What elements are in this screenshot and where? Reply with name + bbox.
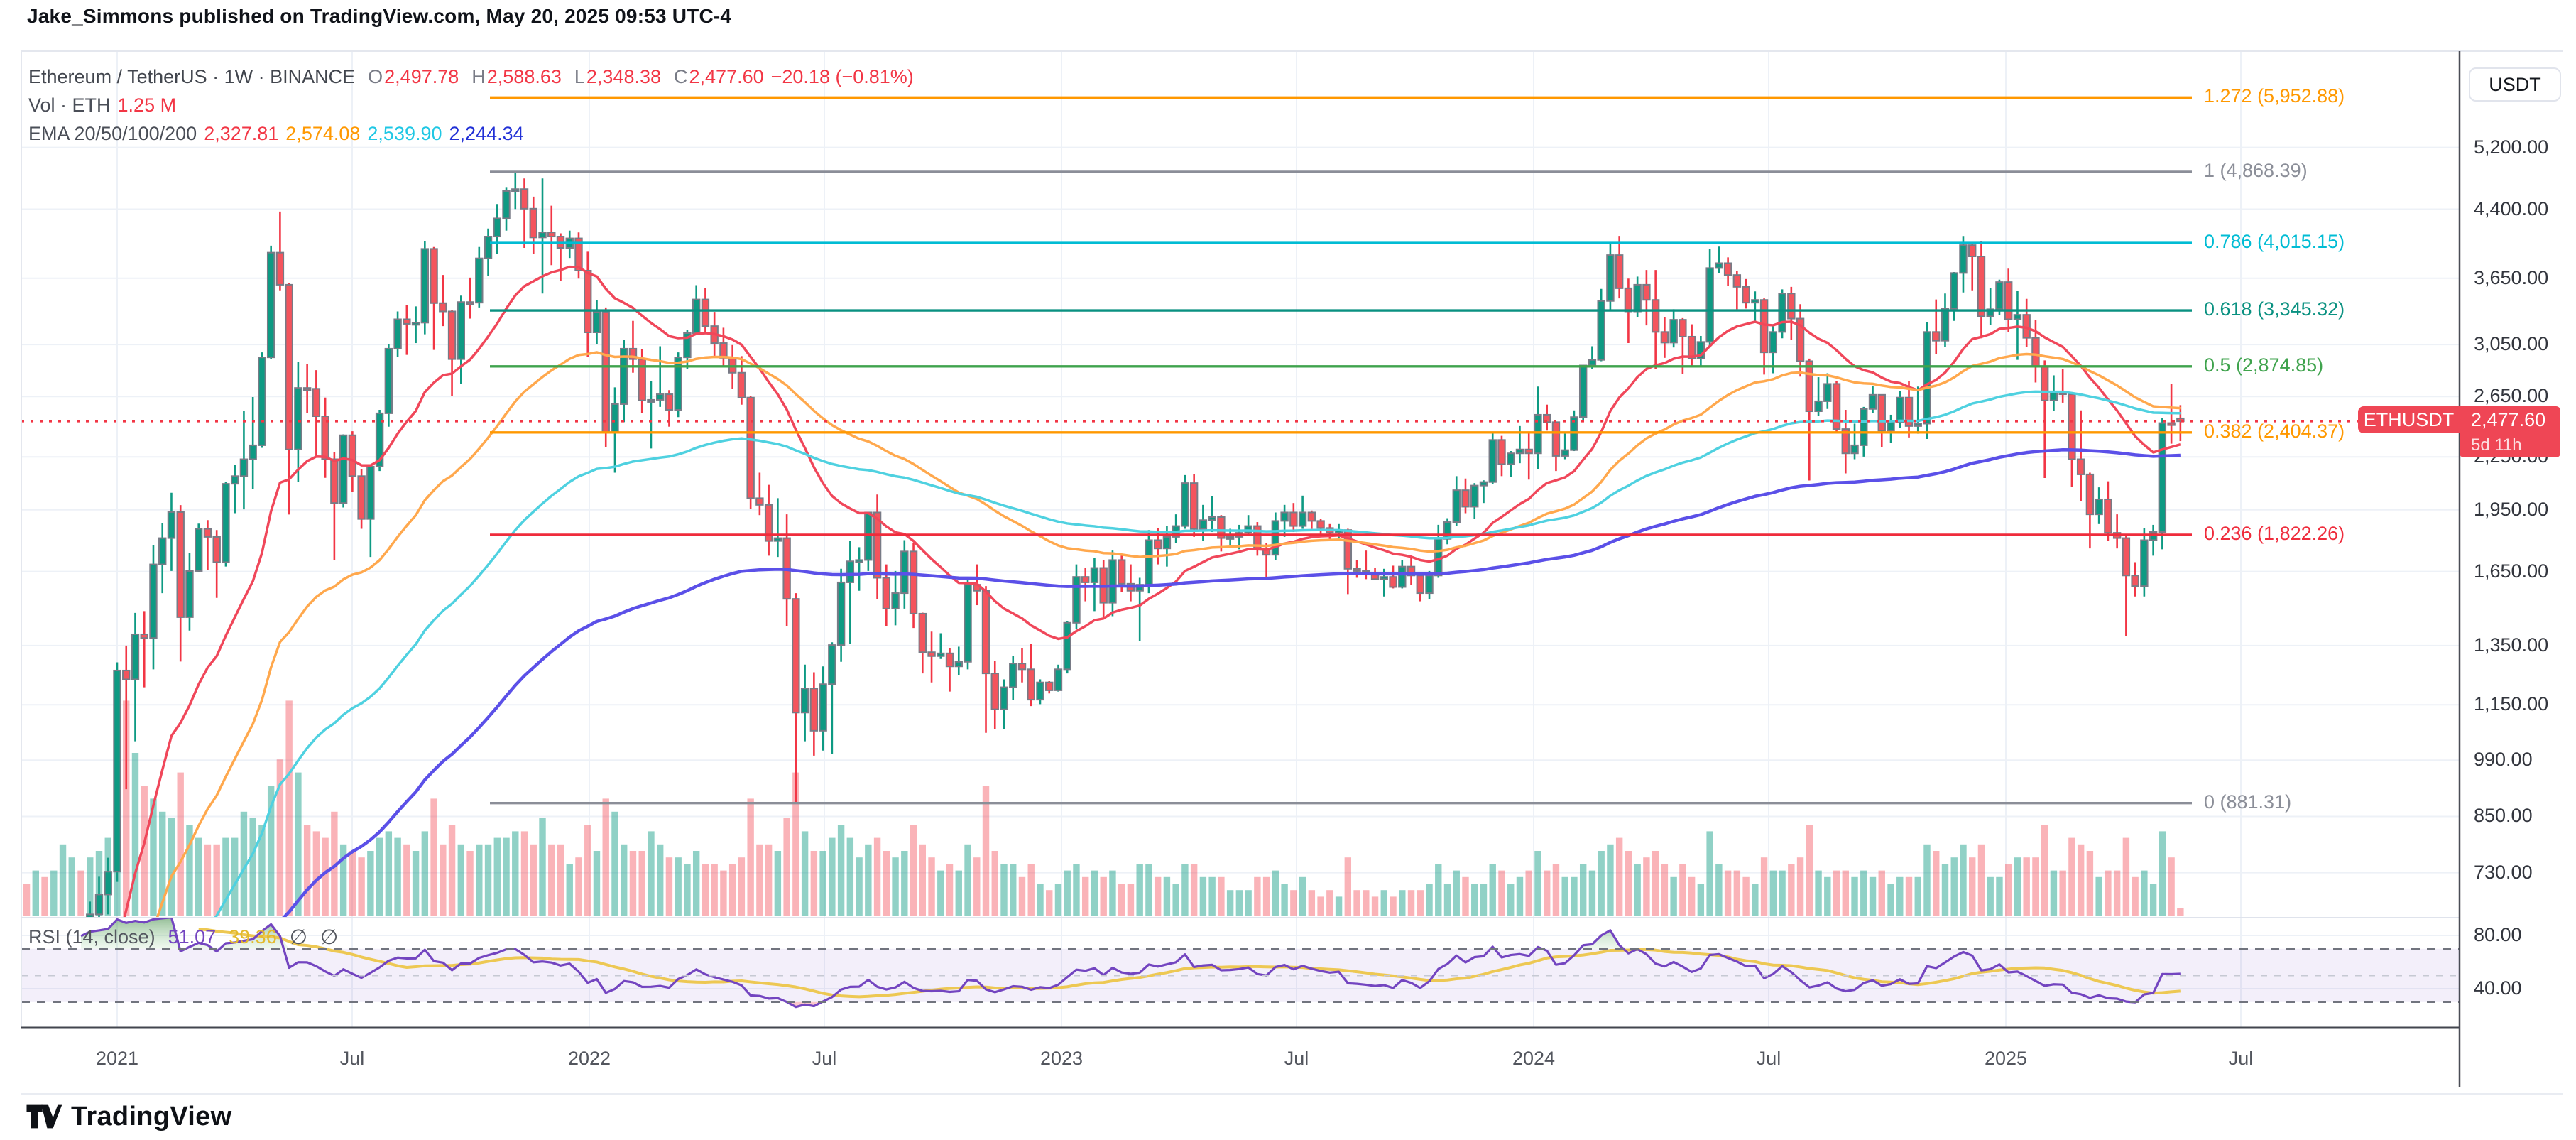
- time-axis[interactable]: 2021 Jul 2022 Jul 2023 Jul 2024 Jul 2025 Jul: [21, 1029, 2460, 1092]
- price-tick-label: 3,650.00: [2474, 266, 2549, 288]
- time-tick-label: Jul: [812, 1048, 837, 1069]
- last-price-tag: 2,477.60: [2460, 406, 2560, 433]
- time-tick-label: Jul: [1284, 1048, 1309, 1069]
- price-tick-label: 850.00: [2474, 805, 2533, 827]
- time-tick-label: Jul: [2228, 1048, 2254, 1069]
- volume-indicator-label[interactable]: Vol · ETH: [28, 94, 111, 116]
- symbol-title[interactable]: Ethereum / TetherUS · 1W · BINANCE: [28, 66, 356, 87]
- price-tick-label: 5,200.00: [2474, 136, 2549, 158]
- rsi-tick-label: 40.00: [2474, 977, 2522, 999]
- tradingview-logo-text: TradingView: [71, 1101, 232, 1131]
- fib-level-label: 0.786 (4,015.15): [2204, 231, 2345, 253]
- tradingview-logo[interactable]: TradingView: [26, 1100, 231, 1134]
- rsi-tick-label: 80.00: [2474, 924, 2522, 945]
- ema200-value: 2,244.34: [449, 123, 524, 144]
- price-axis[interactable]: 5,200.00 4,400.00 3,650.00 3,050.00 2,650.00…: [2460, 51, 2576, 1028]
- symbol-price-label-tag: ETHUSDT: [2358, 406, 2460, 433]
- price-tick-label: 730.00: [2474, 861, 2533, 883]
- fib-level-label: 1 (4,868.39): [2204, 159, 2308, 181]
- rsi-indicator-label[interactable]: RSI (14, close): [28, 926, 155, 948]
- rsi-upper-band-empty: ∅: [289, 926, 307, 949]
- fib-level-label: 0.618 (3,345.32): [2204, 298, 2345, 320]
- rsi-legend-row: RSI (14, close) 51.07 39.36 ∅ ∅: [28, 925, 338, 950]
- ema20-value: 2,327.81: [204, 123, 279, 144]
- ohlc-low: L2,348.38: [574, 66, 662, 87]
- ema100-value: 2,539.90: [367, 123, 442, 144]
- time-tick-label: 2023: [1039, 1048, 1084, 1069]
- symbol-legend-row: Ethereum / TetherUS · 1W · BINANCE O2,49…: [28, 63, 914, 91]
- fib-level-label: 0.5 (2,874.85): [2204, 354, 2324, 376]
- price-tick-label: 1,150.00: [2474, 693, 2549, 715]
- ema-indicator-label[interactable]: EMA 20/50/100/200: [28, 123, 197, 144]
- price-tick-label: 4,400.00: [2474, 197, 2549, 219]
- chart-legend: Ethereum / TetherUS · 1W · BINANCE O2,49…: [28, 63, 914, 148]
- currency-unit-button[interactable]: USDT: [2469, 67, 2561, 102]
- volume-legend-row: Vol · ETH 1.25 M: [28, 91, 914, 119]
- price-tick-label: 3,050.00: [2474, 333, 2549, 355]
- price-tick-label: 1,350.00: [2474, 634, 2549, 656]
- time-tick-label: 2021: [95, 1048, 139, 1069]
- ohlc-open: O2,497.78: [368, 66, 459, 87]
- fib-level-label: 0.382 (2,404.37): [2204, 420, 2345, 442]
- tradingview-logo-icon: [26, 1104, 62, 1129]
- fib-level-label: 0.236 (1,822.26): [2204, 522, 2345, 544]
- price-tick-label: 2,650.00: [2474, 385, 2549, 407]
- change-value: −20.18 (−0.81%): [770, 66, 914, 87]
- fib-level-label: 0 (881.31): [2204, 791, 2292, 813]
- price-tick-label: 1,950.00: [2474, 498, 2549, 520]
- rsi-lower-band-empty: ∅: [320, 926, 339, 949]
- ema50-value: 2,574.08: [285, 123, 361, 144]
- attribution-text: Jake_Simmons published on TradingView.co…: [27, 5, 732, 27]
- time-tick-label: Jul: [339, 1048, 365, 1069]
- ohlc-high: H2,588.63: [471, 66, 562, 87]
- ohlc-close: C2,477.60: [674, 66, 764, 87]
- time-tick-label: 2022: [567, 1048, 611, 1069]
- time-tick-label: Jul: [1756, 1048, 1781, 1069]
- rsi-ma-value: 39.36: [229, 926, 277, 948]
- time-tick-label: 2025: [1984, 1048, 2028, 1069]
- bar-countdown-tag: 5d 11h: [2460, 433, 2560, 457]
- fib-level-label: 1.272 (5,952.88): [2204, 85, 2345, 107]
- time-tick-label: 2024: [1512, 1048, 1556, 1069]
- ema-legend-row: EMA 20/50/100/200 2,327.81 2,574.08 2,53…: [28, 119, 914, 148]
- price-tick-label: 1,650.00: [2474, 560, 2549, 582]
- rsi-value: 51.07: [168, 926, 217, 948]
- price-tick-label: 990.00: [2474, 749, 2533, 771]
- volume-value: 1.25 M: [117, 94, 177, 116]
